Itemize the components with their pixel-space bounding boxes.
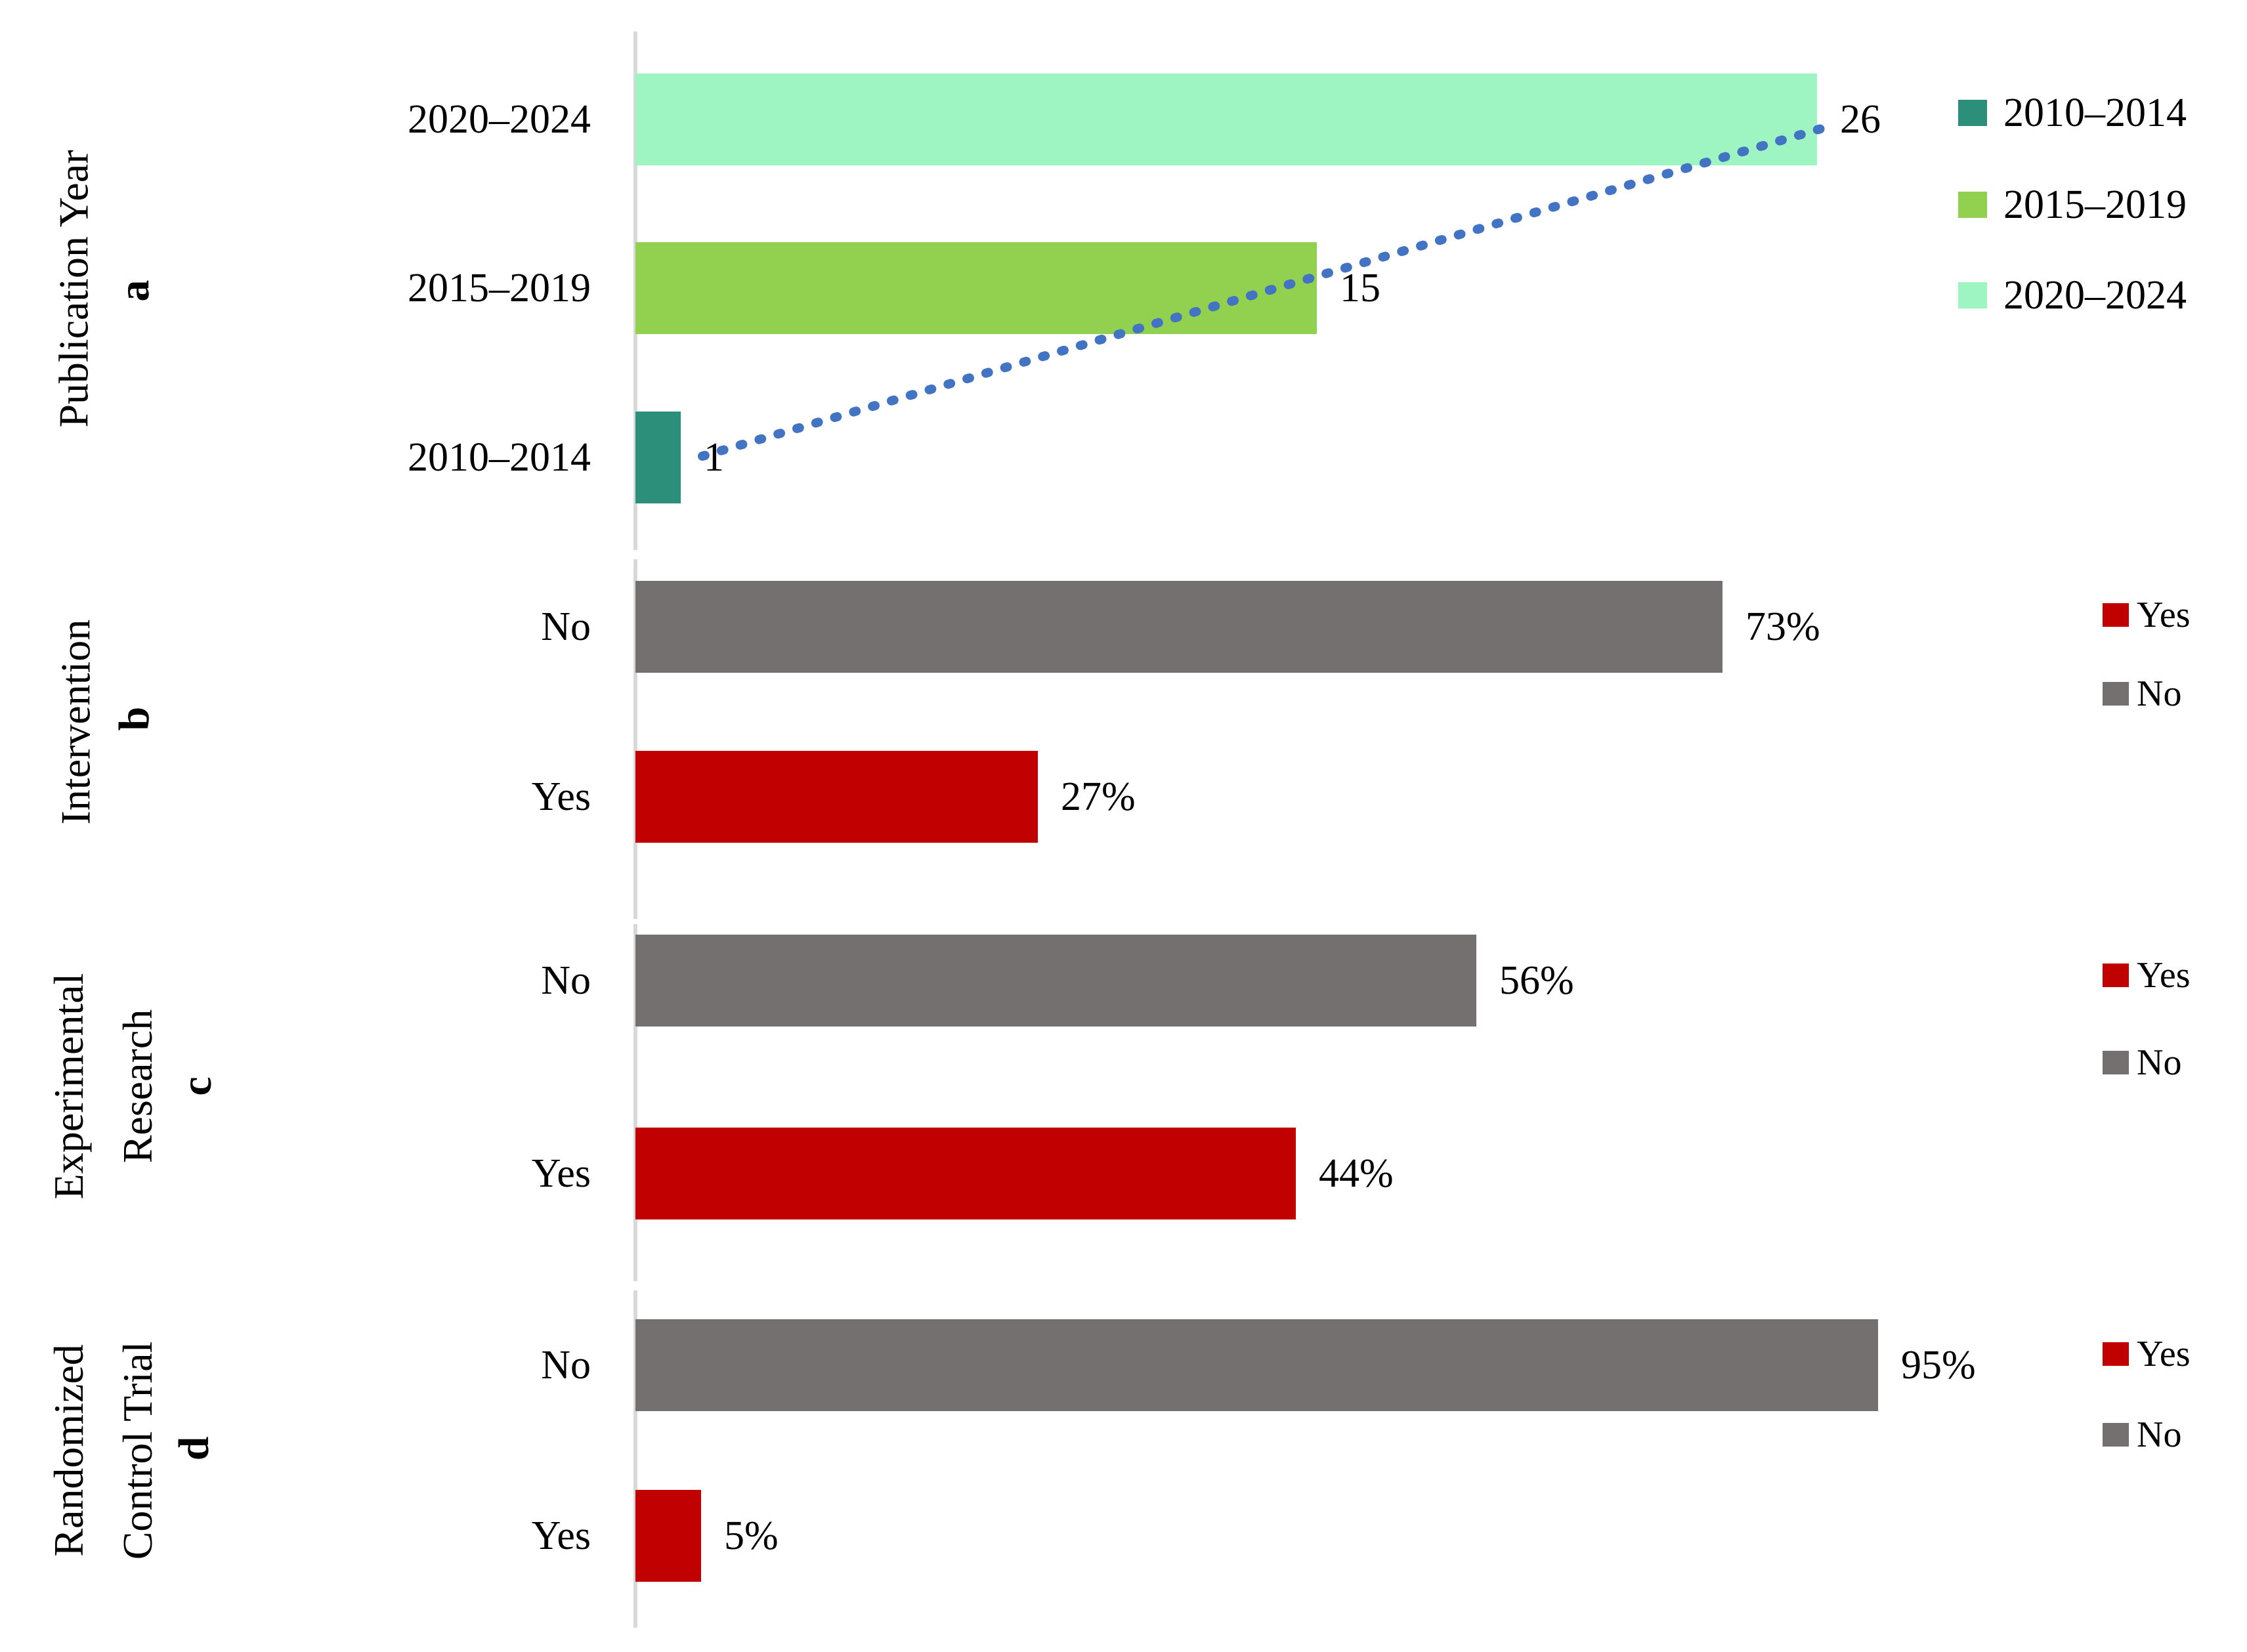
axis-title-line: Experimental (45, 973, 92, 1200)
category-label-a-2010-2014: 2010–2014 (408, 435, 591, 480)
value-label-d-no: 95% (1901, 1343, 1976, 1387)
panel-letter-d: d (170, 1436, 218, 1461)
legend-label-a-2015-2019: 2015–2019 (2003, 182, 2187, 227)
axis-title-line: Randomized (45, 1344, 92, 1557)
panel-c: Experimental Research c No 56% Yes 44% Yes No (0, 921, 2247, 1288)
panel-d: Randomized Control Trial d No 95% Yes 5% Yes No (0, 1288, 2247, 1652)
bar-b-yes (635, 751, 1038, 843)
value-label-d-yes: 5% (724, 1514, 779, 1558)
axis-title-intervention: Intervention (41, 620, 110, 825)
axis-title-line: Publication Year (50, 150, 97, 428)
legend-label-c-yes: Yes (2137, 955, 2191, 996)
category-label-a-2015-2019: 2015–2019 (408, 266, 591, 310)
bar-b-no (635, 581, 1723, 673)
category-label-d-yes: Yes (531, 1514, 591, 1558)
legend-swatch-yes-icon (2103, 964, 2129, 987)
legend-label-c-no: No (2137, 1042, 2182, 1083)
legend-label-d-no: No (2137, 1414, 2182, 1455)
legend-label-b-no: No (2137, 673, 2182, 714)
legend-swatch-yes-icon (2103, 603, 2129, 627)
bar-a-2010-2014 (635, 412, 681, 503)
value-label-a-2010-2014: 1 (704, 435, 724, 480)
category-label-c-yes: Yes (531, 1151, 591, 1196)
category-label-a-2020-2024: 2020–2024 (408, 97, 591, 142)
category-label-d-no: No (541, 1343, 591, 1387)
value-label-b-yes: 27% (1061, 774, 1136, 819)
value-label-b-no: 73% (1745, 604, 1820, 649)
legend-swatch-no-icon (2103, 682, 2129, 706)
bar-d-no (635, 1319, 1878, 1411)
legend-swatch-2015-2019-icon (1958, 192, 1987, 218)
bar-d-yes (635, 1490, 701, 1582)
legend-swatch-yes-icon (2103, 1342, 2129, 1366)
panel-letter-c: c (173, 1076, 221, 1096)
panel-letter-b: b (110, 706, 158, 731)
legend-swatch-no-icon (2103, 1051, 2129, 1074)
legend-label-b-yes: Yes (2137, 595, 2191, 635)
bar-a-2015-2019 (635, 242, 1317, 334)
value-label-c-no: 56% (1499, 958, 1574, 1003)
bar-c-yes (635, 1128, 1296, 1219)
value-label-a-2015-2019: 15 (1340, 266, 1380, 310)
bar-c-no (635, 935, 1476, 1027)
legend-swatch-2020-2024-icon (1958, 282, 1987, 308)
value-axis-c (633, 924, 637, 1281)
legend-label-a-2020-2024: 2020–2024 (2003, 273, 2187, 318)
category-label-b-yes: Yes (531, 774, 591, 819)
value-label-c-yes: 44% (1319, 1151, 1394, 1196)
panel-b: Intervention b No 73% Yes 27% Yes No (0, 555, 2247, 921)
legend-swatch-2010-2014-icon (1958, 100, 1987, 126)
value-axis-b (633, 559, 637, 919)
axis-title-line: Intervention (52, 619, 99, 825)
category-label-b-no: No (541, 604, 591, 649)
legend-label-a-2010-2014: 2010–2014 (2003, 91, 2187, 135)
legend-label-d-yes: Yes (2137, 1334, 2191, 1374)
category-label-c-no: No (541, 958, 591, 1003)
legend-swatch-no-icon (2103, 1423, 2129, 1447)
bar-a-2020-2024 (635, 74, 1817, 165)
panel-a: Publication Year a 2020–2024 26 2015–2019 15 2… (0, 0, 2247, 555)
value-axis-d (633, 1290, 637, 1628)
value-label-a-2020-2024: 26 (1840, 97, 1881, 142)
axis-title-publication-year: Publication Year (39, 150, 108, 427)
